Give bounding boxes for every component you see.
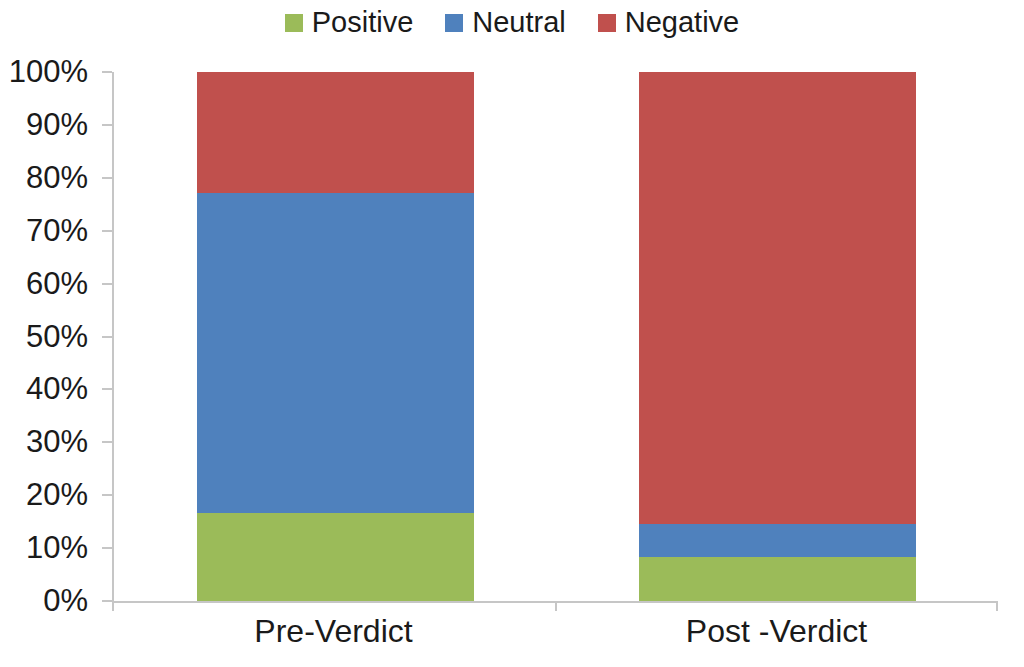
legend-item-negative: Negative (598, 8, 739, 37)
legend: Positive Neutral Negative (0, 8, 1024, 37)
y-tick-mark (102, 71, 112, 73)
y-tick-mark (102, 441, 112, 443)
bar-segment-negative (639, 72, 916, 524)
bar-segment-neutral (639, 524, 916, 557)
y-tick-label: 40% (26, 373, 88, 404)
y-tick-mark (102, 336, 112, 338)
x-axis-labels: Pre-Verdict Post -Verdict (112, 615, 998, 647)
positive-swatch-icon (285, 14, 303, 32)
x-tick-mark (996, 603, 998, 611)
legend-label-positive: Positive (312, 8, 414, 37)
legend-label-neutral: Neutral (472, 8, 566, 37)
bar-pre-verdict (197, 72, 474, 601)
neutral-swatch-icon (445, 14, 463, 32)
legend-item-neutral: Neutral (445, 8, 566, 37)
negative-swatch-icon (598, 14, 616, 32)
bar-segment-positive (639, 557, 916, 601)
y-tick-label: 90% (26, 109, 88, 140)
y-tick-mark (102, 600, 112, 602)
y-tick-label: 50% (26, 321, 88, 352)
y-tick-label: 80% (26, 162, 88, 193)
y-tick-label: 60% (26, 268, 88, 299)
y-tick-mark (102, 283, 112, 285)
stacked-bar-chart: Positive Neutral Negative 0% 10% 20% 30% 40%… (0, 0, 1024, 667)
legend-label-negative: Negative (625, 8, 739, 37)
bar-segment-neutral (197, 193, 474, 514)
plot-area (112, 72, 998, 603)
bar-post-verdict (639, 72, 916, 601)
y-tick-mark (102, 177, 112, 179)
bar-segment-negative (197, 72, 474, 193)
y-tick-label: 20% (26, 479, 88, 510)
y-tick-mark (102, 388, 112, 390)
y-tick-mark (102, 124, 112, 126)
x-tick-mark (112, 603, 114, 611)
category-label-post-verdict: Post -Verdict (555, 615, 998, 647)
bar-segment-positive (197, 513, 474, 601)
y-tick-mark (102, 230, 112, 232)
legend-item-positive: Positive (285, 8, 414, 37)
y-tick-label: 30% (26, 426, 88, 457)
x-tick-mark (555, 603, 557, 611)
y-tick-mark (102, 547, 112, 549)
y-axis: 0%10%20%30%40%50%60%70%80%90%100% (0, 72, 88, 601)
y-tick-label: 70% (26, 215, 88, 246)
y-tick-mark (102, 494, 112, 496)
y-tick-label: 100% (9, 56, 88, 87)
y-tick-label: 10% (26, 532, 88, 563)
y-tick-label: 0% (43, 585, 88, 616)
category-label-pre-verdict: Pre-Verdict (112, 615, 555, 647)
